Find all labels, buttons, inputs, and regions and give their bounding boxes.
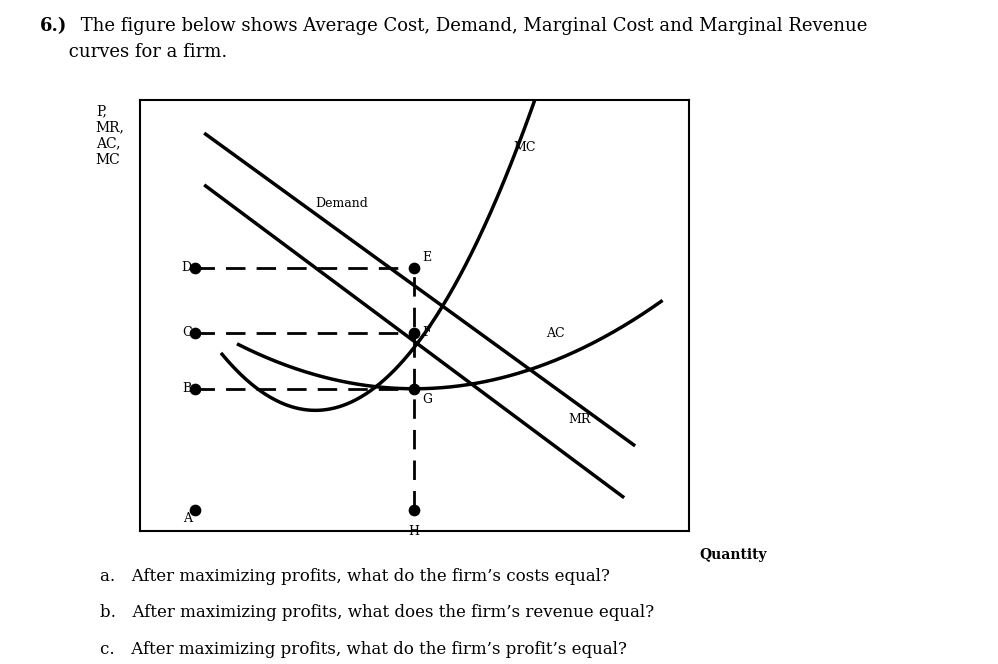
Text: D: D — [182, 262, 192, 274]
Text: A: A — [183, 512, 192, 525]
Point — [187, 262, 203, 273]
Text: B: B — [183, 382, 192, 395]
Point — [187, 505, 203, 515]
Text: G: G — [422, 393, 432, 406]
Text: AC: AC — [546, 327, 565, 340]
Text: c. After maximizing profits, what do the firm’s profit’s equal?: c. After maximizing profits, what do the… — [100, 641, 627, 658]
Text: 6.): 6.) — [40, 17, 67, 35]
Point — [406, 383, 422, 394]
Point — [406, 262, 422, 273]
Point — [187, 327, 203, 338]
Text: The figure below shows Average Cost, Demand, Marginal Cost and Marginal Revenue: The figure below shows Average Cost, Dem… — [75, 17, 867, 35]
Text: a. After maximizing profits, what do the firm’s costs equal?: a. After maximizing profits, what do the… — [100, 568, 610, 585]
Text: curves for a firm.: curves for a firm. — [40, 43, 228, 61]
Text: Quantity: Quantity — [700, 548, 767, 562]
Text: MR: MR — [568, 413, 590, 426]
Text: E: E — [422, 250, 431, 264]
Text: H: H — [408, 525, 420, 538]
Point — [406, 327, 422, 338]
Point — [187, 383, 203, 394]
Text: F: F — [422, 326, 431, 339]
Text: Demand: Demand — [315, 197, 368, 210]
Point — [406, 505, 422, 515]
Text: MC: MC — [513, 141, 536, 155]
Text: P,
MR,
AC,
MC: P, MR, AC, MC — [96, 104, 125, 167]
Text: b. After maximizing profits, what does the firm’s revenue equal?: b. After maximizing profits, what does t… — [100, 604, 654, 622]
Text: C: C — [183, 326, 192, 339]
